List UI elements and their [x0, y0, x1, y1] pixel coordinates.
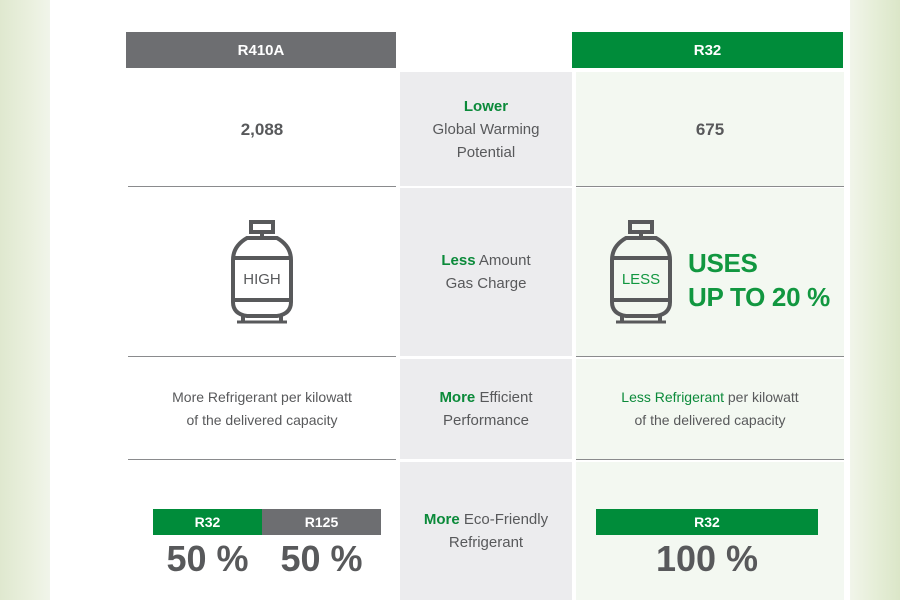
- r410a-efficiency: More Refrigerant per kilowatt of the del…: [128, 359, 396, 459]
- criterion-gas-highlight: Less: [441, 252, 476, 269]
- criterion-efficiency-highlight: More: [439, 389, 476, 406]
- criterion-efficiency-rest: Efficient: [475, 389, 533, 406]
- right-efficiency-line2: of the delivered capacity: [634, 412, 786, 428]
- composition-tag-r125: R125: [262, 509, 381, 535]
- row-divider-left-1: [128, 186, 396, 187]
- composition-tag-r32-pure: R32: [596, 509, 818, 535]
- page-background-left: [0, 0, 50, 600]
- gas-cylinder-icon: LESS: [610, 220, 672, 324]
- page-background-right: [850, 0, 900, 600]
- gwp-value-left: 2,088: [240, 119, 284, 139]
- criterion-efficiency: More Efficient Performance: [400, 359, 572, 459]
- right-efficiency-highlight: Less Refrigerant: [621, 389, 724, 405]
- criterion-eco: More Eco-Friendly Refrigerant: [400, 462, 572, 600]
- r410a-gwp-value: 2,088: [128, 72, 396, 186]
- criterion-gwp-line1: Global Warming: [432, 120, 540, 138]
- criterion-gwp-highlight: Lower: [463, 97, 509, 115]
- header-r410a: R410A: [126, 32, 396, 68]
- criterion-gwp-line2: Potential: [456, 143, 516, 161]
- uses-callout-line2: UP TO 20 %: [688, 282, 830, 312]
- gwp-value-right: 675: [695, 119, 725, 139]
- row-divider-right-2: [576, 356, 844, 357]
- criterion-eco-rest: Eco-Friendly: [459, 511, 549, 528]
- header-r32: R32: [572, 32, 843, 68]
- right-efficiency-rest: per kilowatt: [724, 389, 799, 405]
- r32-gas-charge: LESS: [576, 188, 844, 356]
- cylinder-label-less: LESS: [622, 271, 660, 288]
- cylinder-label-high: HIGH: [243, 271, 281, 288]
- composition-value-r32-pure: 100 %: [655, 538, 759, 579]
- criterion-gas-line2: Gas Charge: [445, 275, 527, 292]
- criterion-eco-highlight: More: [423, 511, 460, 528]
- left-efficiency-line2: of the delivered capacity: [186, 412, 338, 428]
- uses-callout: USES UP TO 20 %: [688, 246, 830, 314]
- composition-value-r125: 50 %: [280, 538, 363, 579]
- left-efficiency-a: More Refrigerant: [172, 389, 278, 405]
- r410a-gas-charge: HIGH: [128, 188, 396, 356]
- row-divider-right-1: [576, 186, 844, 187]
- criterion-efficiency-line2: Performance: [443, 412, 529, 429]
- r32-efficiency: Less Refrigerant per kilowatt of the del…: [576, 359, 844, 459]
- composition-value-r32: 50 %: [166, 538, 249, 579]
- row-divider-right-3: [576, 459, 844, 460]
- r32-gwp-value: 675: [576, 72, 844, 186]
- composition-tag-r32: R32: [153, 509, 262, 535]
- row-divider-left-2: [128, 356, 396, 357]
- criterion-gwp: Lower Global Warming Potential: [400, 72, 572, 186]
- left-efficiency-b: per kilowatt: [277, 389, 352, 405]
- criterion-eco-line2: Refrigerant: [448, 534, 524, 551]
- uses-callout-line1: USES: [688, 248, 758, 278]
- criterion-gas-rest: Amount: [475, 252, 531, 269]
- gas-cylinder-icon: HIGH: [231, 220, 293, 324]
- row-divider-left-3: [128, 459, 396, 460]
- criterion-gas-charge: Less Amount Gas Charge: [400, 188, 572, 356]
